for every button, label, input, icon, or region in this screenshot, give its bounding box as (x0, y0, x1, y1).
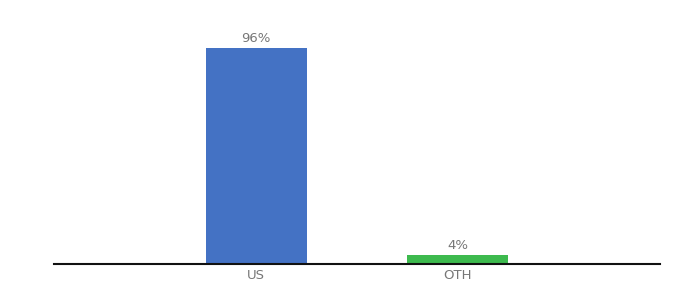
Text: 96%: 96% (241, 32, 271, 45)
Bar (407, 255, 509, 264)
Text: 4%: 4% (447, 238, 469, 252)
Bar (206, 48, 307, 264)
